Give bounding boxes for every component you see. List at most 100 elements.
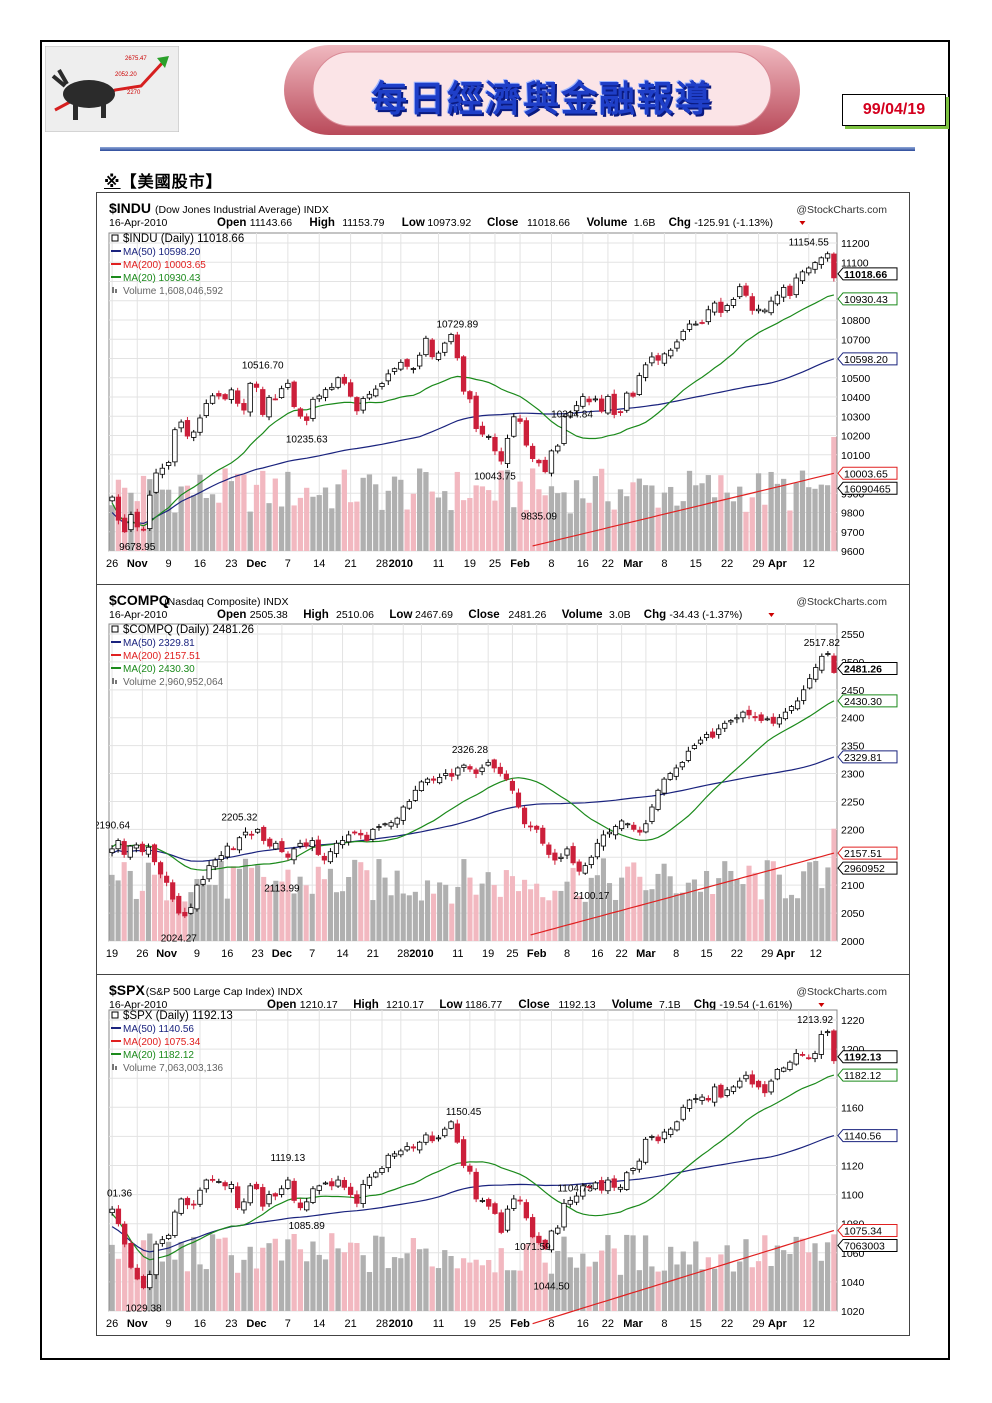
legend-ma50: MA(50) 10598.20 — [123, 247, 201, 258]
candle-body — [429, 1135, 435, 1142]
candle-body — [435, 1137, 442, 1140]
candle-body — [412, 789, 418, 801]
y-tick-label: 1120 — [841, 1161, 864, 1173]
candle-body — [774, 1069, 781, 1080]
candle-body — [209, 1178, 216, 1181]
candle-body — [737, 286, 743, 298]
volume-bar — [831, 1234, 837, 1311]
volume-bar — [649, 1266, 655, 1311]
chart-panel-compq: $COMPQ (Nasdaq Composite) INDX @StockChart… — [94, 584, 909, 975]
candle-body — [159, 467, 166, 475]
candle-body — [159, 1239, 166, 1244]
candle-body — [147, 494, 153, 530]
candle-body — [722, 722, 728, 729]
side-box-close — [837, 662, 898, 676]
volume-bar — [151, 874, 158, 941]
legend-ma200: MA(200) 1075.34 — [123, 1037, 201, 1048]
candle-body — [184, 1197, 191, 1206]
candle-body — [793, 277, 799, 296]
legend-price: $COMPQ (Daily) 2481.26 — [123, 624, 254, 636]
candle-body — [115, 1208, 122, 1225]
volume-bar — [548, 486, 555, 551]
volume-bar — [473, 1259, 479, 1311]
volume-bar — [734, 879, 740, 941]
volume-bar — [437, 882, 443, 941]
chart-watermark: @StockCharts.com — [796, 204, 887, 216]
legend-ma20: MA(20) 1182.12 — [123, 1050, 194, 1061]
x-tick-label: Feb — [527, 948, 547, 960]
chart-symbol: $COMPQ — [109, 592, 170, 608]
candle-body — [285, 853, 291, 858]
candle-body — [291, 381, 297, 408]
legend-volume-icon — [112, 287, 114, 293]
stat-label-high: High — [309, 217, 335, 229]
candle-body — [297, 1202, 304, 1209]
stat-value-close: 1192.13 — [558, 999, 595, 1011]
volume-bar — [812, 488, 818, 551]
candle-body — [768, 1080, 774, 1093]
chart-date: 16-Apr-2010 — [109, 999, 168, 1011]
candle-body — [831, 1030, 837, 1062]
volume-bar — [486, 490, 492, 551]
side-box-ma20 — [837, 292, 898, 306]
x-tick-label: 25 — [489, 1318, 501, 1330]
candle-body — [588, 856, 594, 865]
ma20-line — [111, 1074, 835, 1261]
volume-bar — [728, 870, 734, 941]
x-tick-label: 26 — [106, 558, 118, 570]
x-tick-label: 21 — [344, 558, 356, 570]
x-tick-label: 29 — [752, 558, 764, 570]
volume-bar — [764, 860, 770, 941]
candle-body — [668, 349, 674, 357]
volume-bar — [203, 497, 209, 551]
volume-bar — [222, 1237, 228, 1311]
candle-body — [564, 848, 570, 856]
candle-body — [234, 1186, 241, 1209]
volume-bar — [172, 512, 178, 551]
volume-bar — [643, 890, 649, 941]
candle-body — [321, 855, 327, 861]
x-tick-label: 19 — [464, 1318, 476, 1330]
candle-body — [285, 1179, 291, 1189]
stat-value-volume: 1.6B — [634, 217, 656, 229]
x-tick-label: 14 — [336, 948, 348, 960]
volume-bar — [418, 900, 424, 941]
volume-bar — [542, 495, 548, 551]
candle-body — [546, 844, 552, 855]
volume-bar — [385, 1268, 391, 1311]
volume-bar — [573, 480, 580, 551]
volume-bar — [637, 876, 643, 941]
price-annotation: 1104.73 — [557, 1184, 593, 1195]
volume-bar — [139, 890, 145, 941]
volume-bar — [443, 884, 449, 941]
side-box-ma200 — [837, 466, 898, 480]
candle-body — [642, 364, 649, 378]
volume-bar — [661, 863, 667, 941]
candle-body — [347, 1186, 354, 1196]
volume-bar — [704, 870, 710, 941]
candle-body — [498, 451, 504, 462]
legend-ma20: MA(20) 2430.30 — [123, 664, 195, 675]
candle-body — [521, 807, 528, 825]
price-annotation: 10729.89 — [436, 319, 478, 330]
price-annotation: 2205.32 — [221, 812, 258, 823]
volume-bar — [787, 510, 793, 551]
section-title-text: 【美國股市】 — [120, 172, 223, 191]
candle-body — [278, 1188, 285, 1195]
volume-bar — [448, 510, 454, 551]
candle-body — [442, 342, 448, 353]
y-tick-label: 1220 — [841, 1015, 865, 1027]
x-tick-label: 16 — [577, 1318, 589, 1330]
volume-bar — [159, 489, 165, 551]
candle-body — [147, 1274, 153, 1289]
candle-body — [703, 734, 710, 739]
candle-body — [655, 789, 661, 810]
candle-body — [322, 389, 329, 398]
x-tick-label: 8 — [548, 558, 554, 570]
candle-body — [449, 772, 455, 777]
x-tick-label: 26 — [106, 1318, 118, 1330]
volume-bar — [206, 884, 212, 941]
side-label-ma20: 10930.43 — [844, 294, 888, 306]
candle-body — [667, 773, 673, 780]
candle-body — [605, 1179, 611, 1192]
